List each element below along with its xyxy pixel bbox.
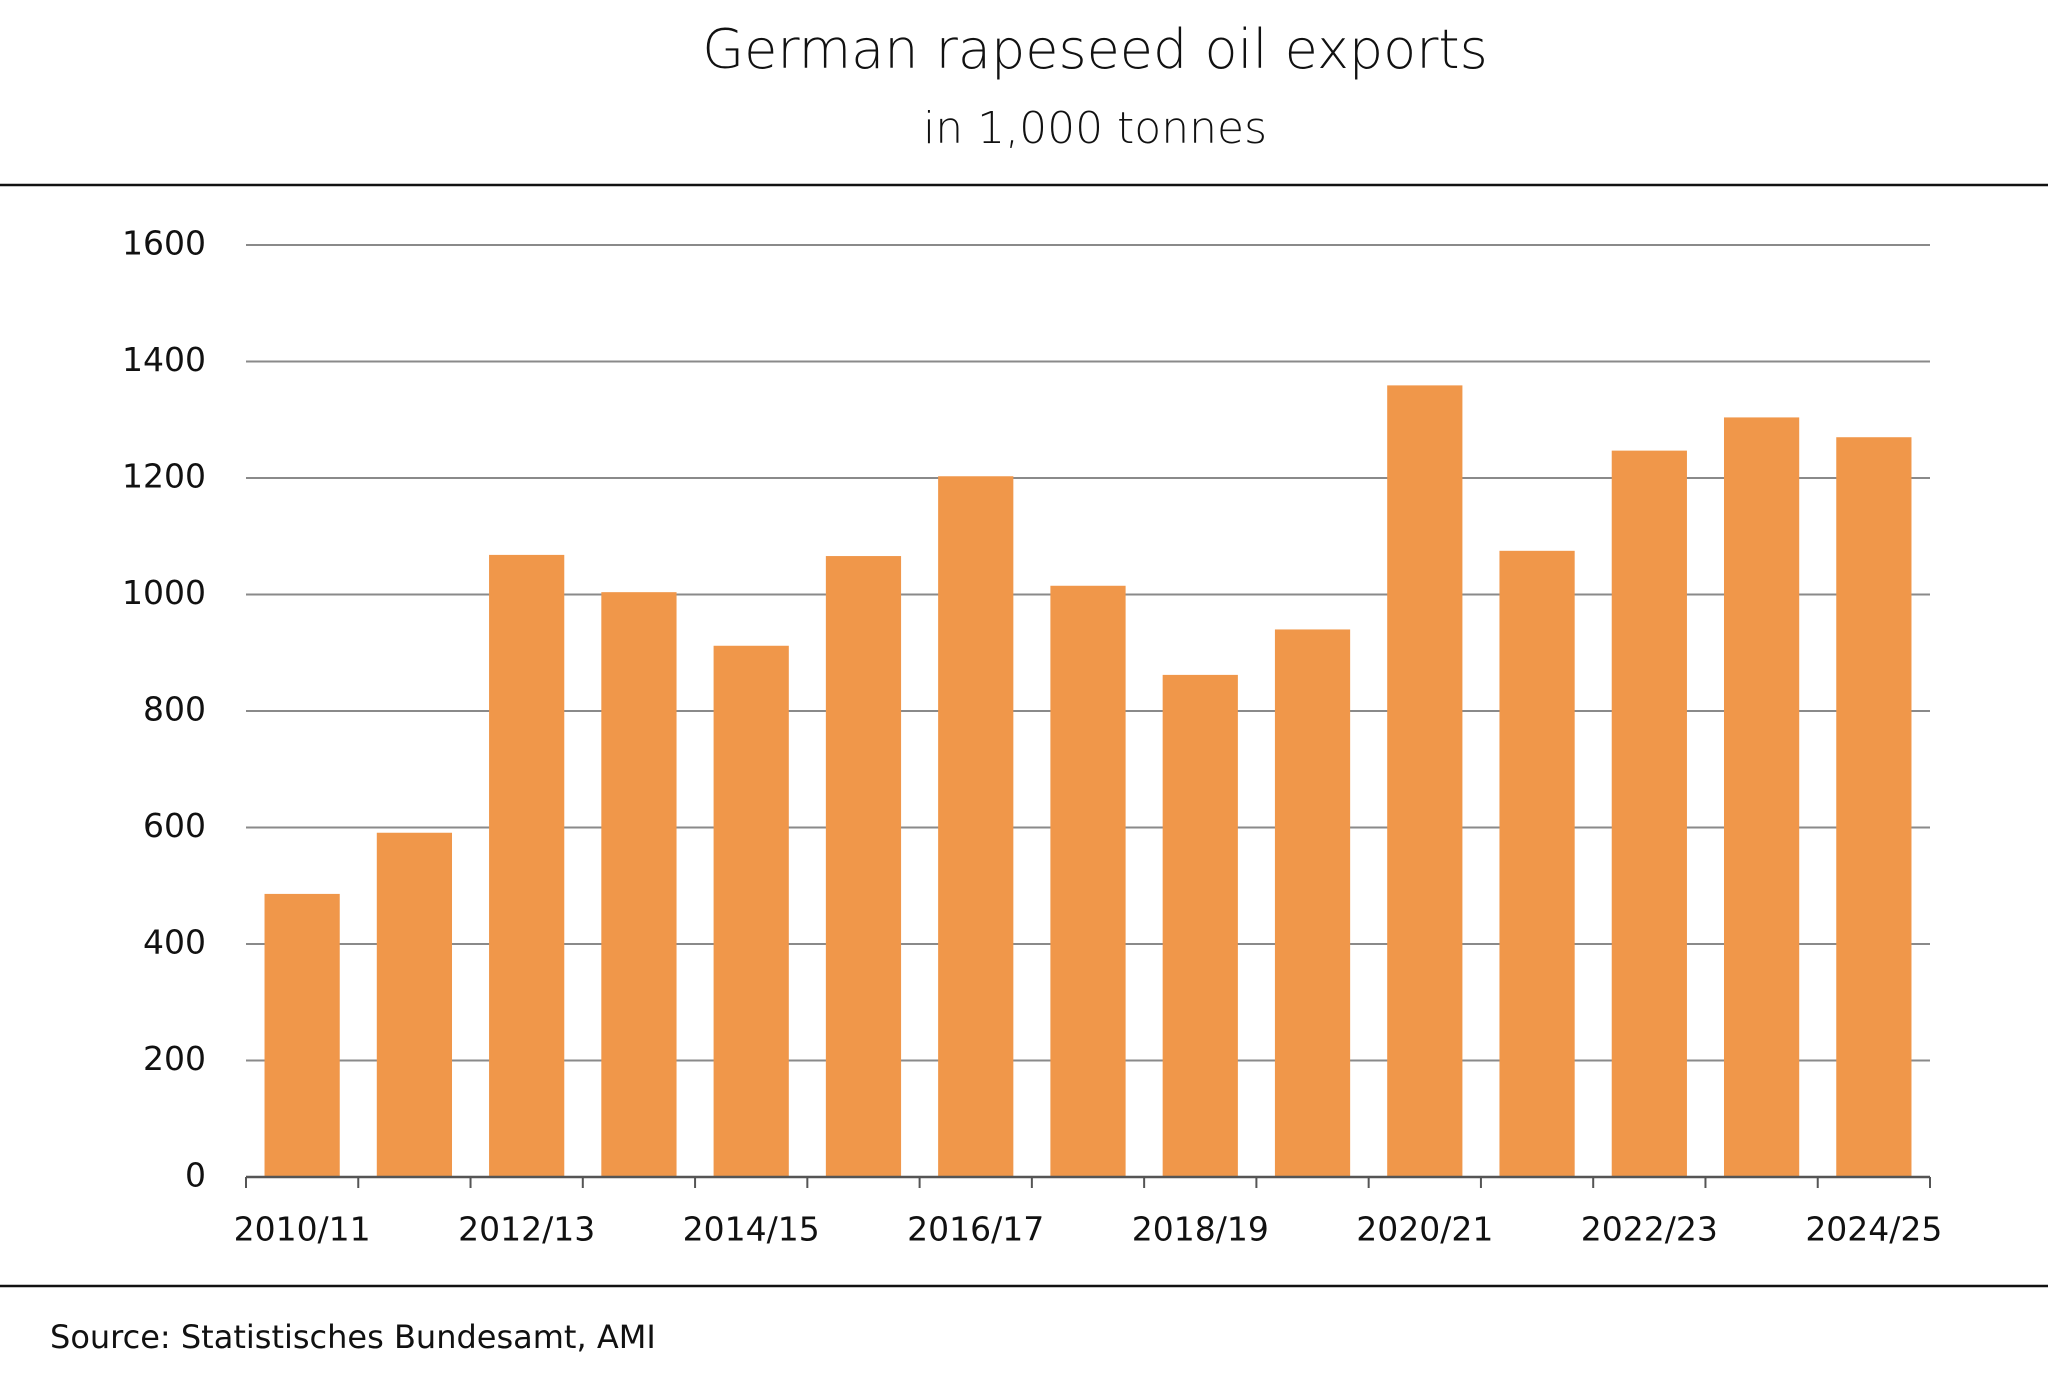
chart-title: German rapeseed oil exports	[702, 18, 1487, 81]
chart-subtitle: in 1,000 tonnes	[923, 103, 1267, 154]
y-tick-label: 1200	[122, 457, 206, 496]
bar	[1050, 585, 1126, 1177]
x-tick-label: 2010/11	[234, 1210, 371, 1249]
bar	[1499, 550, 1575, 1177]
y-tick-label: 600	[143, 806, 206, 845]
y-tick-label: 1000	[122, 573, 206, 612]
bar	[825, 556, 902, 1177]
bar	[601, 592, 677, 1177]
bar	[1836, 437, 1912, 1178]
x-tick-label: 2012/13	[458, 1210, 595, 1249]
y-tick-label: 0	[185, 1156, 206, 1195]
bar	[1611, 450, 1687, 1177]
bar	[938, 476, 1014, 1177]
x-tick-label: 2020/21	[1356, 1210, 1493, 1249]
bar	[1387, 385, 1463, 1177]
y-tick-label: 1400	[122, 340, 206, 379]
bar	[376, 832, 453, 1177]
y-tick-label: 1600	[122, 224, 206, 263]
y-tick-label: 800	[143, 690, 206, 729]
x-tick-label: 2022/23	[1581, 1210, 1718, 1249]
bar	[1723, 417, 1800, 1177]
y-tick-label: 200	[143, 1039, 206, 1078]
bar	[264, 893, 340, 1177]
bar	[1274, 629, 1351, 1177]
bar	[713, 645, 789, 1177]
source-note: Source: Statistisches Bundesamt, AMI	[50, 1318, 656, 1356]
x-tick-label: 2016/17	[907, 1210, 1044, 1249]
x-tick-label: 2018/19	[1132, 1210, 1269, 1249]
bar	[489, 554, 565, 1177]
bar	[1162, 674, 1238, 1177]
y-tick-label: 400	[143, 923, 206, 962]
x-tick-label: 2024/25	[1805, 1210, 1942, 1249]
x-tick-label: 2014/15	[683, 1210, 820, 1249]
